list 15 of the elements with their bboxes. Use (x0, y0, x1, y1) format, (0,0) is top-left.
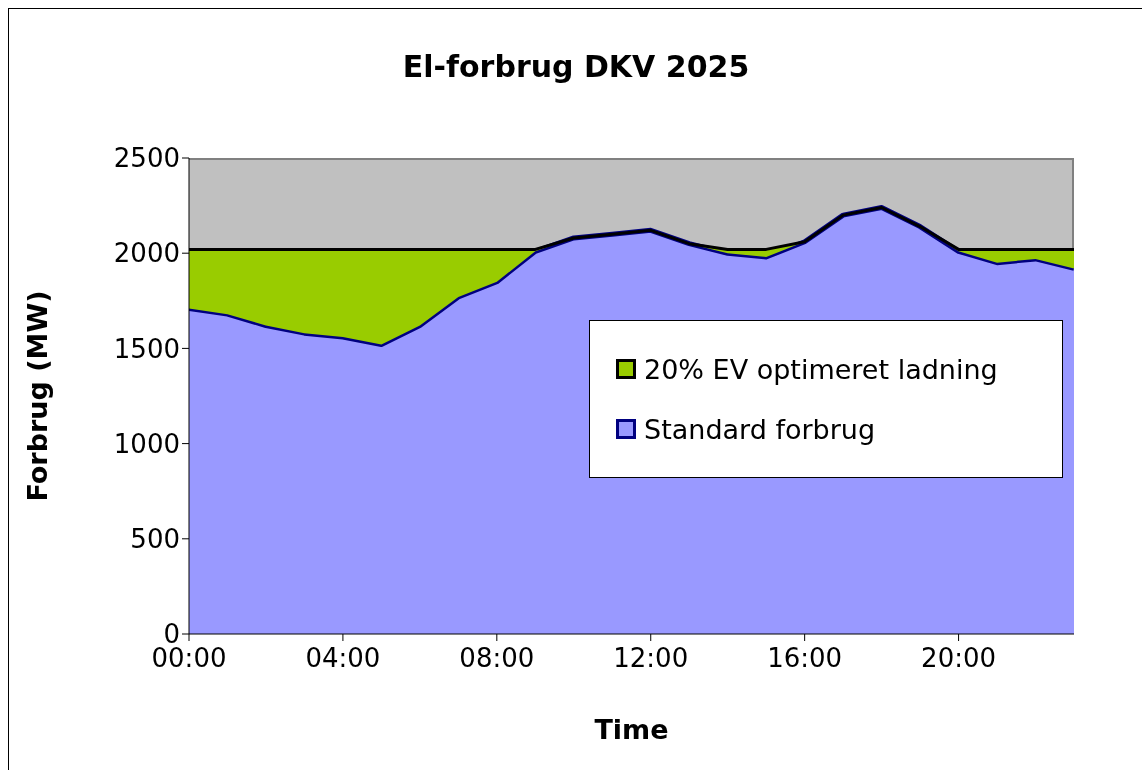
y-tick-label: 500 (130, 524, 180, 555)
y-axis-title: Forbrug (MW) (21, 290, 53, 502)
legend-label: 20% EV optimeret ladning (644, 353, 998, 385)
x-tick-label: 04:00 (305, 643, 381, 674)
y-tick-label: 2500 (113, 143, 180, 174)
x-tick-label: 08:00 (459, 643, 535, 674)
x-tick-label: 20:00 (921, 643, 997, 674)
y-tick-label: 2000 (113, 238, 180, 269)
y-tick-label: 1500 (113, 333, 180, 364)
x-axis-title: Time (593, 714, 670, 745)
legend-label: Standard forbrug (644, 413, 876, 445)
chart-title: El-forbrug DKV 2025 (401, 49, 751, 84)
x-tick-label: 12:00 (613, 643, 689, 674)
y-tick-label: 1000 (113, 428, 180, 459)
x-tick-label: 16:00 (767, 643, 843, 674)
